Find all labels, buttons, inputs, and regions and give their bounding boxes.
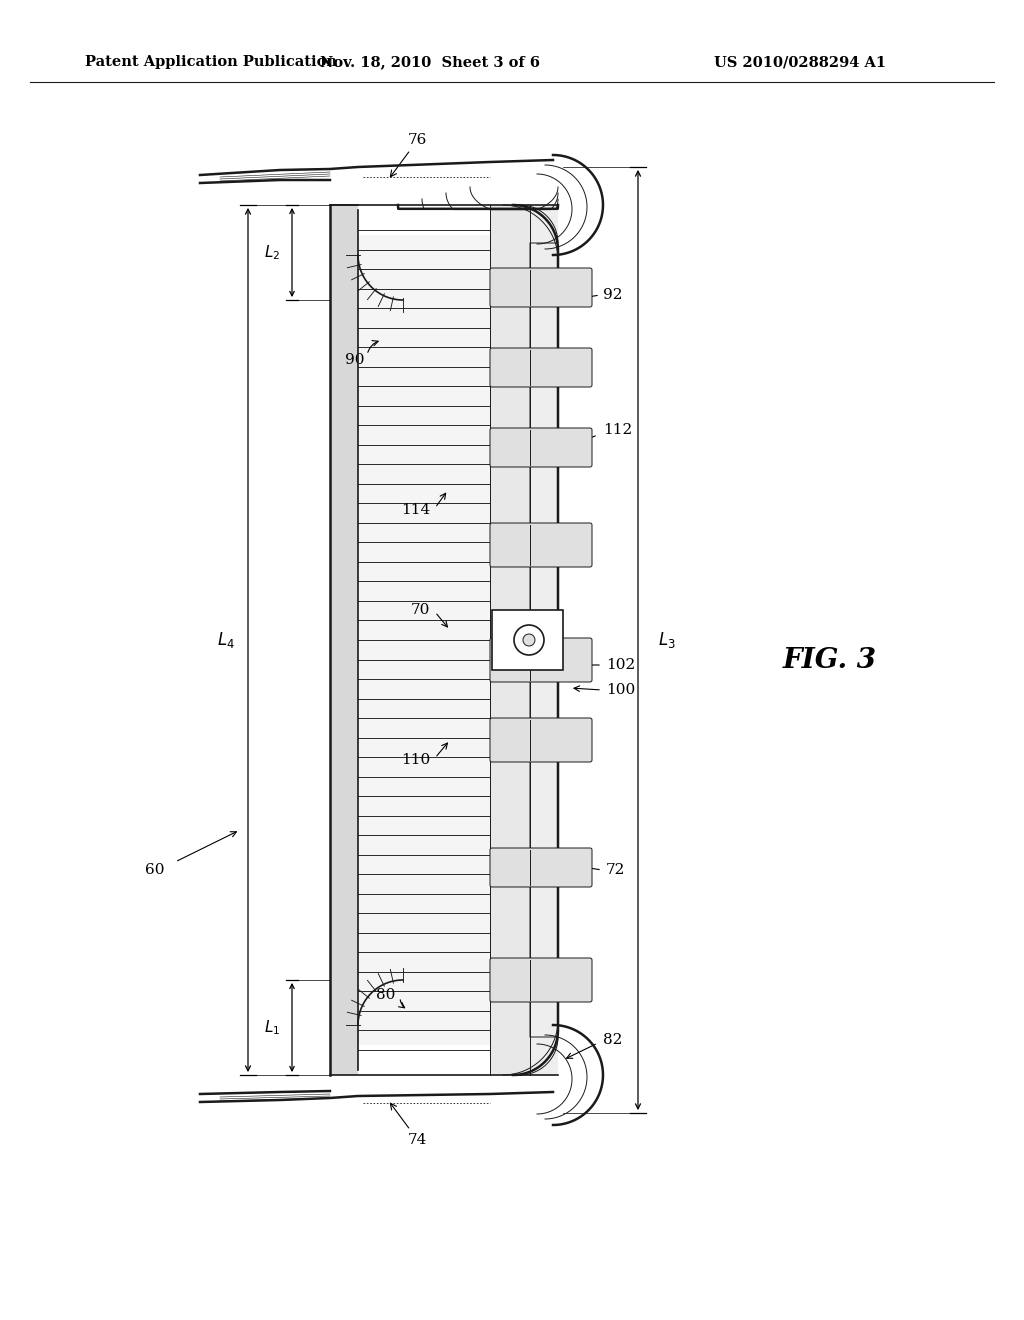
Circle shape [514, 624, 544, 655]
Text: 92: 92 [603, 288, 623, 302]
Text: 80: 80 [376, 987, 395, 1002]
FancyBboxPatch shape [490, 958, 592, 1002]
Text: Patent Application Publication: Patent Application Publication [85, 55, 337, 69]
FancyBboxPatch shape [490, 268, 592, 308]
Text: 82: 82 [603, 1034, 623, 1047]
Text: 76: 76 [390, 133, 427, 177]
Text: 60: 60 [145, 863, 165, 876]
Text: US 2010/0288294 A1: US 2010/0288294 A1 [714, 55, 886, 69]
Text: 90: 90 [345, 352, 365, 367]
Text: $L_3$: $L_3$ [658, 630, 676, 649]
Text: Nov. 18, 2010  Sheet 3 of 6: Nov. 18, 2010 Sheet 3 of 6 [319, 55, 540, 69]
FancyBboxPatch shape [490, 348, 592, 387]
Polygon shape [490, 205, 530, 1074]
Text: FIG. 3: FIG. 3 [783, 647, 877, 673]
Polygon shape [358, 235, 490, 1045]
Polygon shape [330, 205, 358, 1074]
Text: 102: 102 [606, 657, 635, 672]
Text: 70: 70 [411, 603, 430, 616]
Text: 72: 72 [606, 863, 626, 876]
FancyBboxPatch shape [490, 718, 592, 762]
Text: $L_4$: $L_4$ [217, 630, 234, 649]
FancyBboxPatch shape [490, 428, 592, 467]
Text: 110: 110 [400, 752, 430, 767]
Text: 74: 74 [390, 1104, 427, 1147]
FancyBboxPatch shape [490, 638, 592, 682]
Text: $L_1$: $L_1$ [264, 1018, 281, 1036]
Circle shape [523, 634, 535, 645]
Polygon shape [490, 205, 558, 1074]
Text: 114: 114 [400, 503, 430, 517]
Polygon shape [492, 610, 563, 671]
FancyBboxPatch shape [490, 847, 592, 887]
FancyBboxPatch shape [490, 523, 592, 568]
Text: 112: 112 [603, 422, 632, 437]
Text: $L_2$: $L_2$ [264, 243, 281, 261]
Text: 100: 100 [606, 682, 635, 697]
